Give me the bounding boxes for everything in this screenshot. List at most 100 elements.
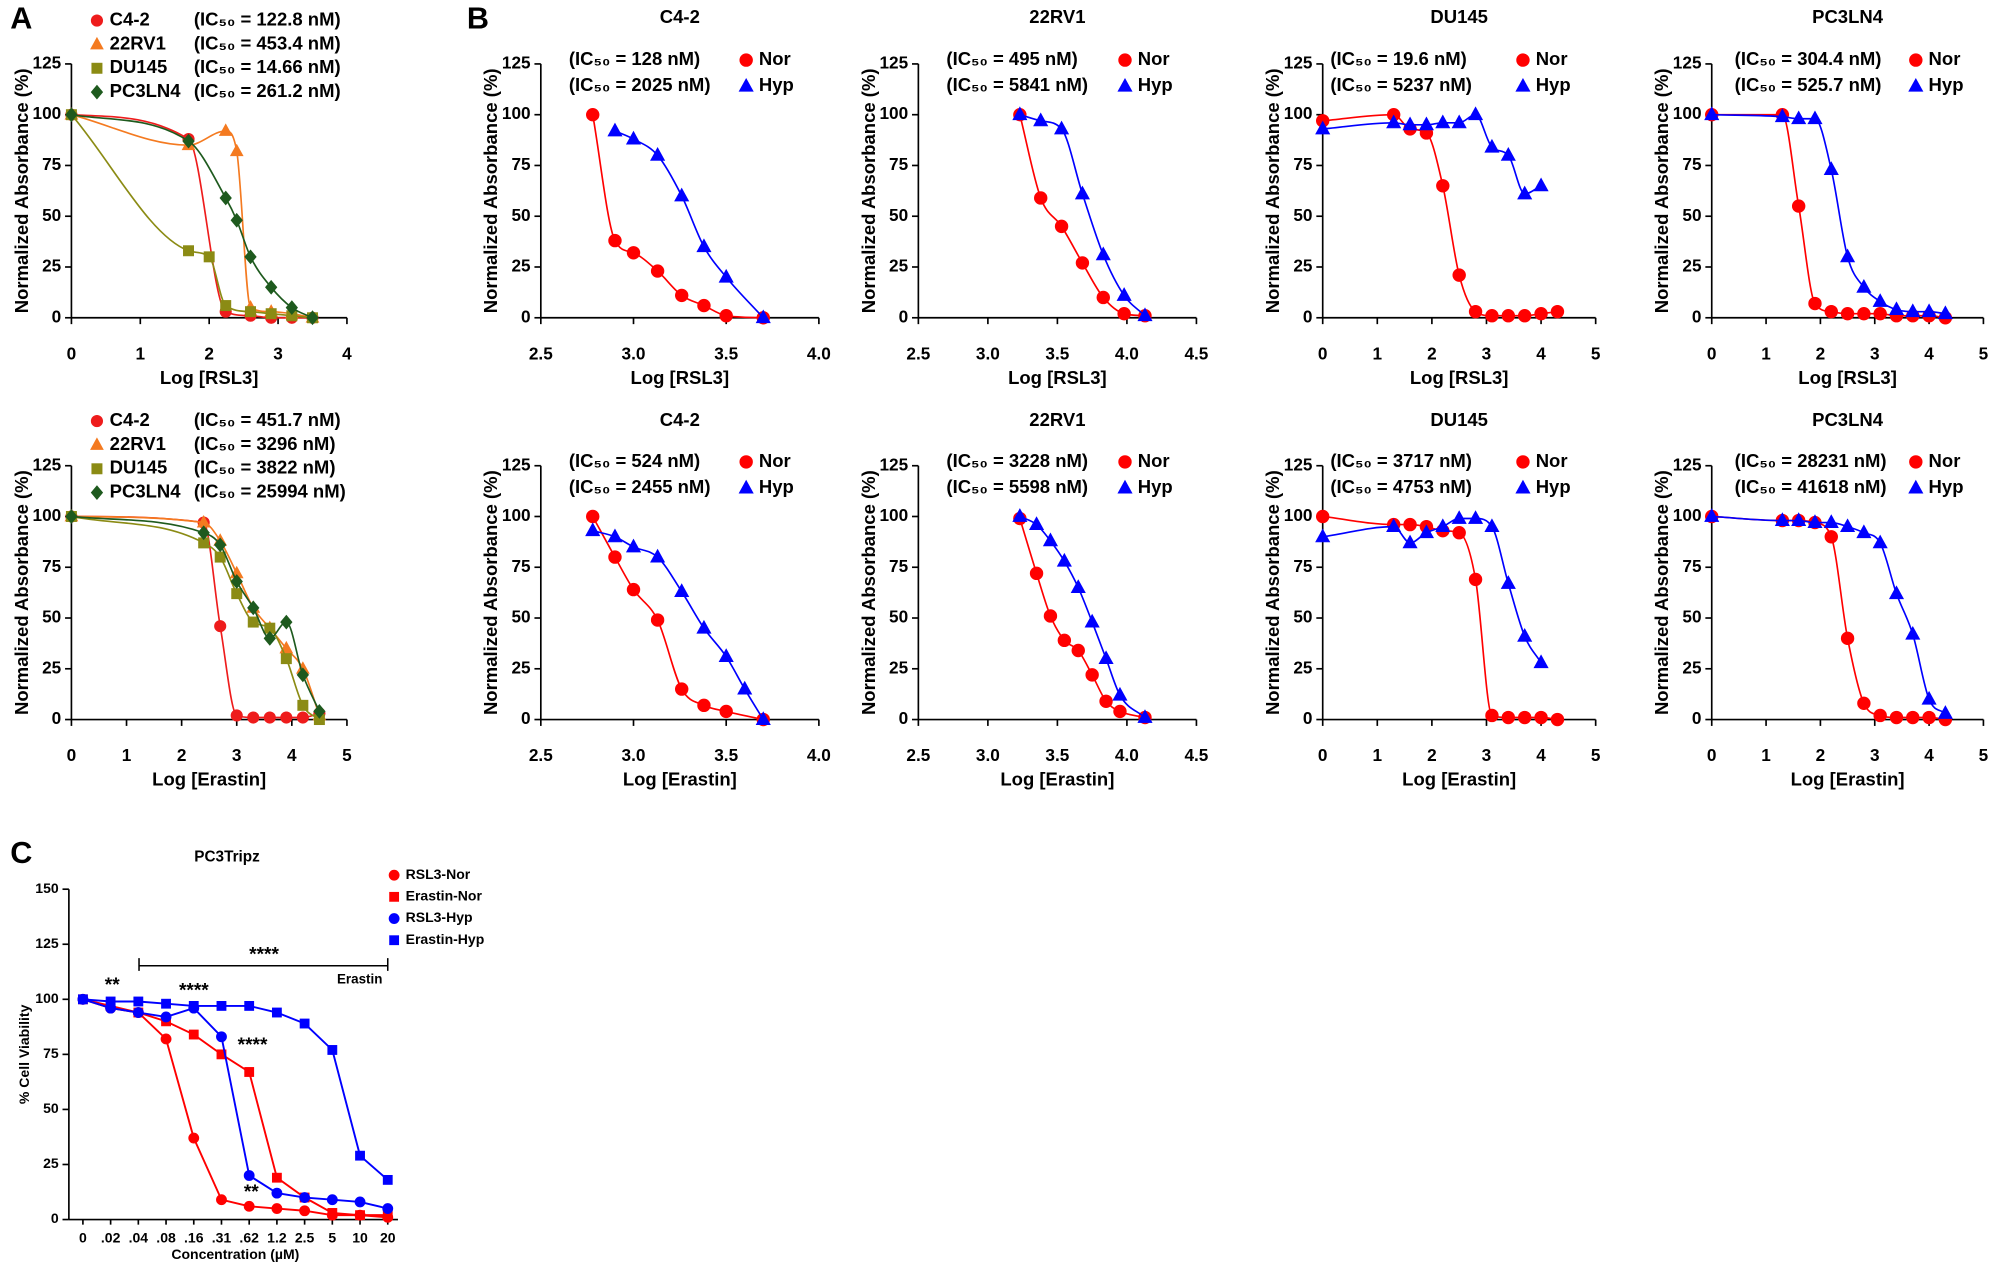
x-tick-label: 3.0	[976, 343, 1000, 363]
legend-marker	[1908, 77, 1924, 92]
data-point	[182, 133, 195, 149]
y-tick-label: 75	[1682, 556, 1702, 576]
data-point	[607, 122, 623, 137]
annotation: **	[244, 1182, 259, 1203]
fit-curve	[1711, 113, 1946, 319]
annotation: ****	[249, 945, 279, 966]
data-point	[1316, 509, 1330, 524]
data-point	[1501, 710, 1516, 725]
fit-curve	[1711, 515, 1946, 721]
data-point	[1922, 710, 1936, 725]
legend-name: RSL3-Hyp	[406, 909, 473, 925]
x-tick-label: 4.0	[1115, 343, 1139, 363]
data-point	[230, 709, 243, 722]
x-tick-label: 0	[67, 343, 77, 363]
data-point	[1921, 303, 1937, 318]
data-point	[650, 613, 665, 627]
y-tick-label: 100	[1284, 103, 1313, 123]
legend-name: Hyp	[759, 74, 794, 95]
y-axis-label: Normalized Absorbance (%)	[858, 68, 879, 313]
data-point	[216, 1049, 227, 1060]
data-point	[263, 630, 276, 646]
data-point	[650, 146, 666, 161]
fit-curve	[1711, 515, 1946, 715]
legend-name: Nor	[759, 48, 791, 69]
data-point	[1937, 305, 1953, 320]
data-point	[271, 1203, 283, 1214]
data-point	[265, 279, 278, 295]
x-tick-label: 5	[342, 745, 352, 765]
data-point	[586, 509, 600, 524]
fit-curve	[71, 113, 313, 319]
panel-letter: C	[10, 836, 32, 870]
data-point	[1054, 219, 1069, 234]
x-tick-label: 10	[352, 1229, 368, 1245]
legend-name: Hyp	[1929, 74, 1964, 95]
y-tick-label: 125	[502, 454, 531, 474]
x-tick-label: 3.0	[976, 745, 1000, 765]
y-tick-label: 50	[889, 607, 908, 627]
legend-marker	[739, 455, 753, 469]
x-tick-label: 0	[67, 745, 77, 765]
legend-marker	[1118, 455, 1132, 469]
data-point	[1823, 161, 1839, 175]
data-point	[188, 1132, 200, 1144]
data-point	[650, 264, 665, 278]
y-tick-label: 75	[42, 154, 62, 174]
y-tick-label: 0	[51, 1210, 59, 1226]
legend-marker	[1909, 53, 1923, 67]
y-tick-label: 25	[1682, 657, 1702, 677]
data-point	[1550, 712, 1565, 727]
data-point	[1484, 138, 1500, 153]
data-point	[1791, 110, 1807, 125]
data-point	[1823, 514, 1839, 528]
data-point	[719, 309, 733, 323]
legend-marker	[90, 14, 103, 27]
y-tick-label: 50	[1293, 205, 1312, 225]
data-point	[1054, 120, 1070, 135]
y-tick-label: 25	[889, 256, 909, 276]
x-tick-label: .04	[129, 1229, 149, 1245]
x-axis-label: Log [Erastin]	[1791, 769, 1905, 790]
data-point	[247, 616, 259, 628]
y-tick-label: 0	[899, 306, 909, 326]
legend-ic50: (IC₅₀ = 2025 nM)	[569, 74, 711, 95]
y-axis-label: Normalized Absorbance (%)	[858, 470, 879, 715]
data-point	[297, 699, 309, 711]
legend-ic50: (IC₅₀ = 3296 nM)	[194, 433, 336, 454]
data-point	[1704, 508, 1720, 522]
data-point	[230, 574, 243, 589]
data-point	[354, 1196, 366, 1208]
data-point	[1075, 256, 1090, 270]
x-axis-label: Log [Erastin]	[152, 769, 266, 790]
data-point	[271, 1172, 282, 1183]
legend-marker	[1515, 77, 1531, 92]
data-point	[1534, 307, 1548, 321]
y-tick-label: 0	[1303, 708, 1313, 728]
legend-marker	[91, 62, 103, 74]
data-point	[737, 680, 753, 695]
data-point	[1889, 710, 1904, 725]
y-tick-label: 0	[52, 306, 62, 326]
data-point	[625, 130, 642, 145]
annotation: **	[105, 975, 120, 996]
legend-name: Nor	[1138, 450, 1170, 471]
legend-name: Erastin-Hyp	[406, 931, 485, 947]
legend-name: PC3LN4	[110, 80, 182, 101]
x-tick-label: 1	[1373, 745, 1383, 765]
x-tick-label: 2	[1427, 745, 1437, 765]
data-point	[1484, 518, 1500, 533]
x-axis-label: Log [RSL3]	[631, 367, 730, 388]
data-point	[245, 306, 256, 318]
x-tick-label: 0	[1707, 745, 1717, 765]
x-tick-label: 3	[1870, 745, 1880, 765]
data-point	[1517, 710, 1532, 725]
legend-marker	[91, 463, 103, 475]
x-tick-label: 4.5	[1184, 745, 1208, 765]
data-point	[1807, 110, 1823, 125]
x-tick-label: 1	[1373, 343, 1383, 363]
chart-title: PC3LN4	[1812, 6, 1884, 27]
data-point	[718, 648, 734, 663]
data-point	[1808, 296, 1822, 311]
